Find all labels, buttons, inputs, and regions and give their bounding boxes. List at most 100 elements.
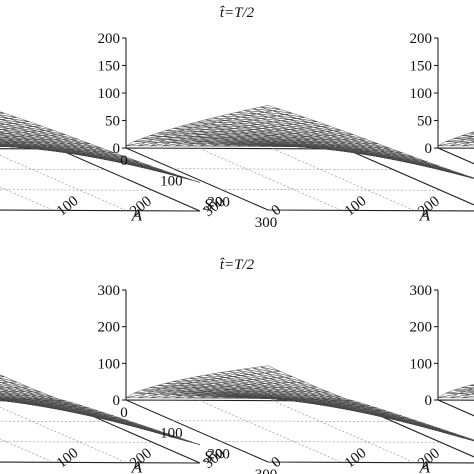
mesh-facet [125, 393, 147, 399]
surface-plot-3: 0 50 100 150 200 [410, 31, 474, 165]
z-tick-label: 200 [98, 320, 121, 336]
base-plane [0, 148, 201, 212]
mesh-facet [223, 397, 244, 399]
surface-plot-6: 0 100 200 300 [410, 283, 474, 417]
chart-title: t̂=T/2 [220, 257, 255, 273]
mesh-facet [450, 142, 471, 147]
mesh-facet [0, 398, 13, 401]
mesh-facet [248, 145, 269, 147]
mesh-facet [150, 142, 171, 147]
mesh-facet [138, 394, 159, 399]
grid-line [199, 400, 342, 463]
grid-line [173, 420, 394, 423]
mesh-facet [309, 398, 330, 401]
z-tick-label: 50 [417, 114, 432, 130]
mesh-facet [33, 398, 54, 401]
s-tick-label: 0 [120, 153, 128, 169]
grid-line [199, 148, 342, 211]
a-axis-label: A [419, 206, 431, 225]
mesh-facet [437, 141, 459, 147]
a-tick-label: 100 [342, 445, 370, 471]
mesh-facet [0, 129, 2, 130]
mesh-facet [21, 398, 42, 401]
surface-mesh [0, 111, 201, 183]
z-tick-label: 100 [98, 356, 121, 372]
z-tick-label: 100 [410, 86, 433, 102]
mesh-facet [187, 395, 208, 399]
mesh-facet [0, 389, 10, 392]
surface-mesh [437, 384, 474, 399]
z-tick-label: 0 [113, 393, 121, 409]
grid-line [0, 189, 153, 191]
base-plane [437, 147, 474, 165]
mesh-facet [0, 380, 9, 383]
z-tick-label: 100 [410, 356, 433, 372]
s-tick-label: 300 [255, 215, 278, 231]
mesh-facet [0, 374, 5, 377]
mesh-facet [0, 375, 5, 378]
z-tick-label: 300 [410, 283, 433, 299]
mesh-facet [0, 132, 7, 135]
mesh-facet [333, 146, 354, 149]
grid-line [220, 188, 441, 191]
grid-line [0, 186, 54, 211]
s-tick-label: 300 [255, 467, 278, 474]
z-tick-label: 0 [425, 141, 433, 157]
s-axis-label: S [204, 447, 213, 466]
a-tick-label: 100 [54, 445, 82, 471]
mesh-facet [125, 141, 147, 147]
z-tick-label: 150 [98, 59, 121, 75]
grid-line [272, 148, 415, 211]
mesh-facet [321, 398, 342, 401]
mesh-facet [0, 395, 11, 398]
mesh-facet [0, 127, 10, 130]
mesh-facet [45, 398, 66, 402]
grid-line [0, 438, 54, 463]
z-tick-label: 200 [98, 31, 121, 47]
z-tick-label: 150 [410, 59, 433, 75]
mesh-facet [211, 396, 232, 399]
mesh-facet [462, 143, 474, 147]
mesh-facet [333, 398, 354, 402]
grid-line [173, 168, 394, 171]
mesh-facet [0, 125, 10, 129]
mesh-facet [0, 390, 2, 392]
mesh-facet [0, 398, 5, 400]
grid-line [220, 440, 441, 443]
z-tick-label: 300 [98, 283, 121, 299]
mesh-facet [0, 122, 6, 125]
mesh-facet [33, 146, 54, 149]
s-tick-label: 0 [120, 405, 128, 421]
mesh-facet [0, 119, 1, 120]
surface-mesh [437, 131, 474, 147]
mesh-facet [0, 130, 14, 134]
surface-plot-5: 0 100 200 300 0 100 200 300 0 100 200 300 S At̂=T/2 [98, 257, 474, 474]
surface-mesh [0, 374, 201, 445]
mesh-facet [0, 123, 6, 126]
grid-line [0, 406, 127, 463]
surface-plot-2: 05010015020001002003000100200300SAt̂=T/2 [98, 5, 474, 231]
mesh-facet [199, 143, 220, 147]
mesh-facet [0, 117, 9, 120]
mesh-facet [0, 143, 8, 145]
surface-mesh [125, 105, 474, 179]
mesh-facet [174, 395, 196, 399]
a-tick-label: 100 [54, 193, 82, 219]
s-tick-label: 200 [207, 194, 230, 210]
mesh-facet [150, 394, 171, 399]
a-tick-label: 100 [342, 193, 370, 219]
base-plane [0, 400, 201, 464]
mesh-facet [138, 142, 159, 147]
mesh-facet [0, 398, 18, 400]
z-tick-label: 200 [410, 31, 433, 47]
mesh-facet [0, 385, 6, 388]
a-axis-label: A [419, 458, 431, 474]
s-tick-label: 100 [160, 174, 183, 190]
z-tick-label: 50 [105, 114, 120, 130]
mesh-facet [0, 393, 7, 395]
mesh-facet [223, 144, 244, 147]
mesh-facet [0, 142, 4, 144]
